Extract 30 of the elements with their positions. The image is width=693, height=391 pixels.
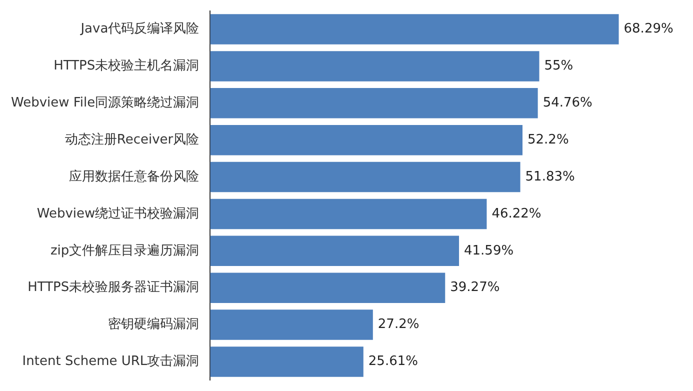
data-label: 41.59% — [464, 243, 514, 258]
y-tick-label: HTTPS未校验服务器证书漏洞 — [28, 280, 200, 296]
y-tick-label: Intent Scheme URL攻击漏洞 — [22, 354, 200, 370]
y-tick-label: 密钥硬编码漏洞 — [108, 317, 200, 332]
y-tick-label: Java代码反编译风险 — [80, 22, 200, 37]
bar — [210, 124, 522, 156]
bar — [210, 346, 364, 377]
y-tick-label: 应用数据任意备份风险 — [69, 168, 200, 184]
data-label: 55% — [544, 58, 574, 74]
data-label: 68.29% — [624, 22, 674, 37]
bar — [210, 51, 540, 82]
bar — [210, 14, 619, 44]
data-label: 25.61% — [368, 354, 418, 370]
data-label: 52.2% — [527, 132, 569, 148]
y-tick-label: Webview File同源策略绕过漏洞 — [10, 96, 200, 111]
y-tick-label: zip文件解压目录遍历漏洞 — [50, 242, 200, 258]
bar — [210, 236, 460, 266]
bar — [210, 310, 373, 340]
y-tick-label: 动态注册Receiver风险 — [64, 132, 200, 148]
data-label: 27.2% — [378, 317, 420, 332]
data-label: 51.83% — [525, 169, 575, 184]
data-label: 46.22% — [492, 206, 542, 222]
y-tick-label: Webview绕过证书校验漏洞 — [36, 206, 200, 222]
data-label: 39.27% — [450, 280, 500, 296]
bar — [210, 88, 538, 118]
bar — [210, 162, 520, 192]
data-label: 54.76% — [542, 96, 592, 111]
bar — [210, 272, 446, 303]
y-tick-label: HTTPS未校验主机名漏洞 — [54, 58, 200, 74]
bar — [210, 198, 487, 230]
